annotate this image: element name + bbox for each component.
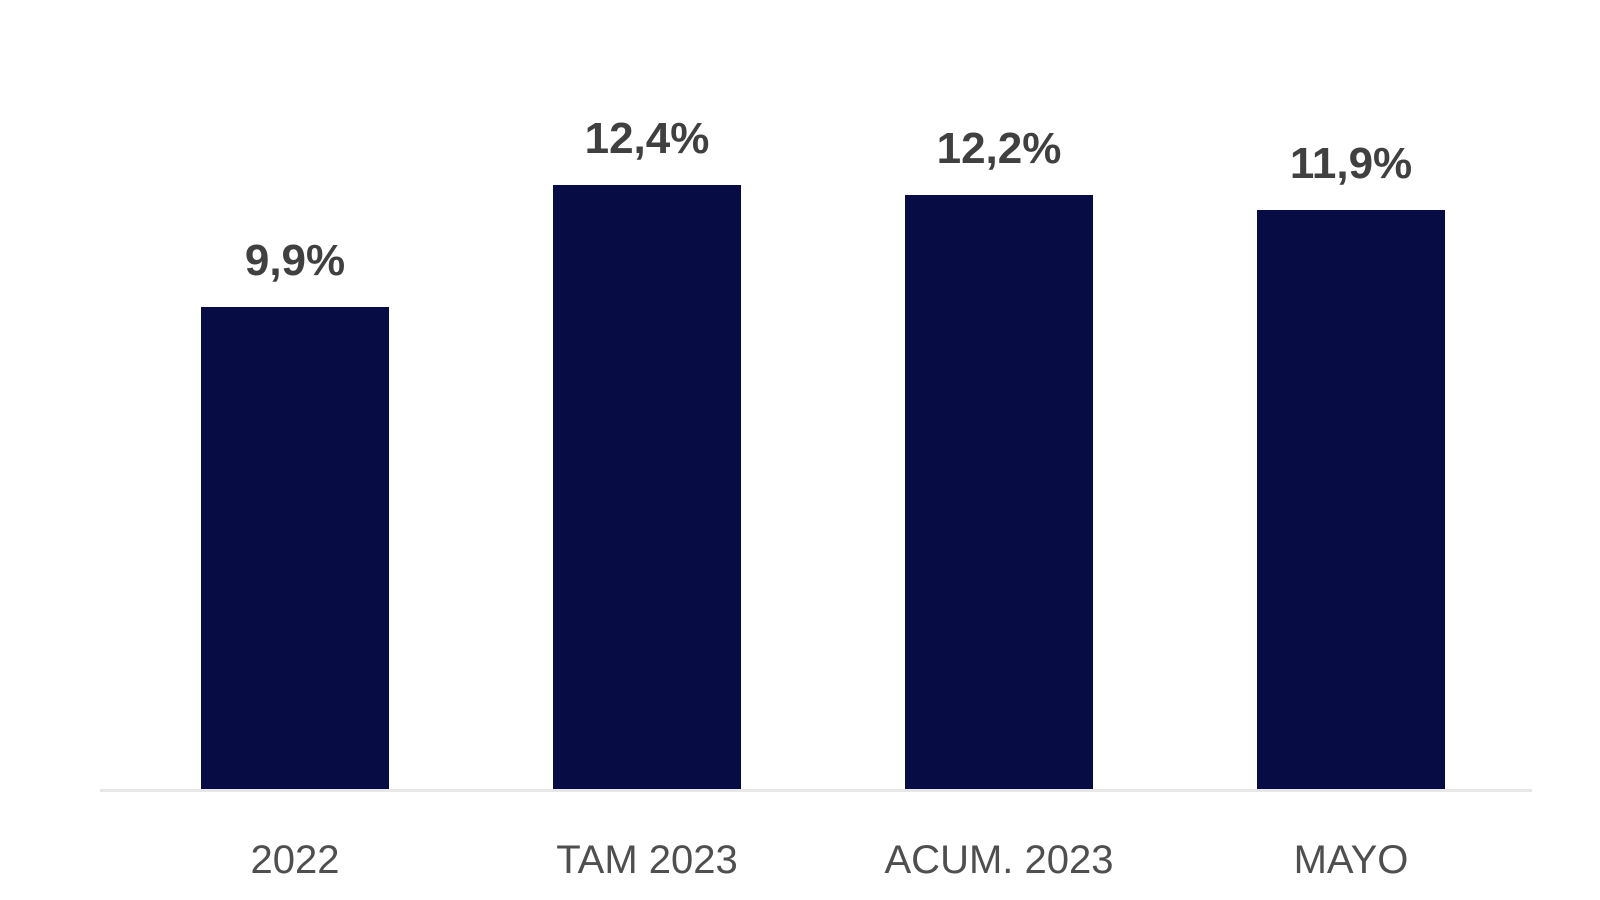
bar-value-label: 12,2% <box>936 124 1062 174</box>
x-axis-tick-label: ACUM. 2023 <box>884 838 1114 882</box>
bar-value-label: 9,9% <box>244 236 346 286</box>
bar <box>1257 210 1445 790</box>
bar-value-label: 11,9% <box>1289 139 1413 189</box>
bar <box>553 185 741 790</box>
bar-group: 11,9% <box>1175 0 1527 790</box>
bar-group: 12,4% <box>471 0 823 790</box>
x-axis-tick-label: TAM 2023 <box>556 838 738 882</box>
plot-area: 9,9% 12,4% 12,2% 11,9% <box>119 0 1527 790</box>
x-axis-line <box>100 789 1532 792</box>
x-axis-tick-label: MAYO <box>1293 838 1409 882</box>
x-axis-labels: 2022 TAM 2023 ACUM. 2023 MAYO <box>119 836 1527 884</box>
x-axis-tick-label: 2022 <box>250 838 340 882</box>
bar-value-label: 12,4% <box>584 114 710 164</box>
bar <box>201 307 389 790</box>
bar <box>905 195 1093 790</box>
bar-group: 12,2% <box>823 0 1175 790</box>
bar-group: 9,9% <box>119 0 471 790</box>
